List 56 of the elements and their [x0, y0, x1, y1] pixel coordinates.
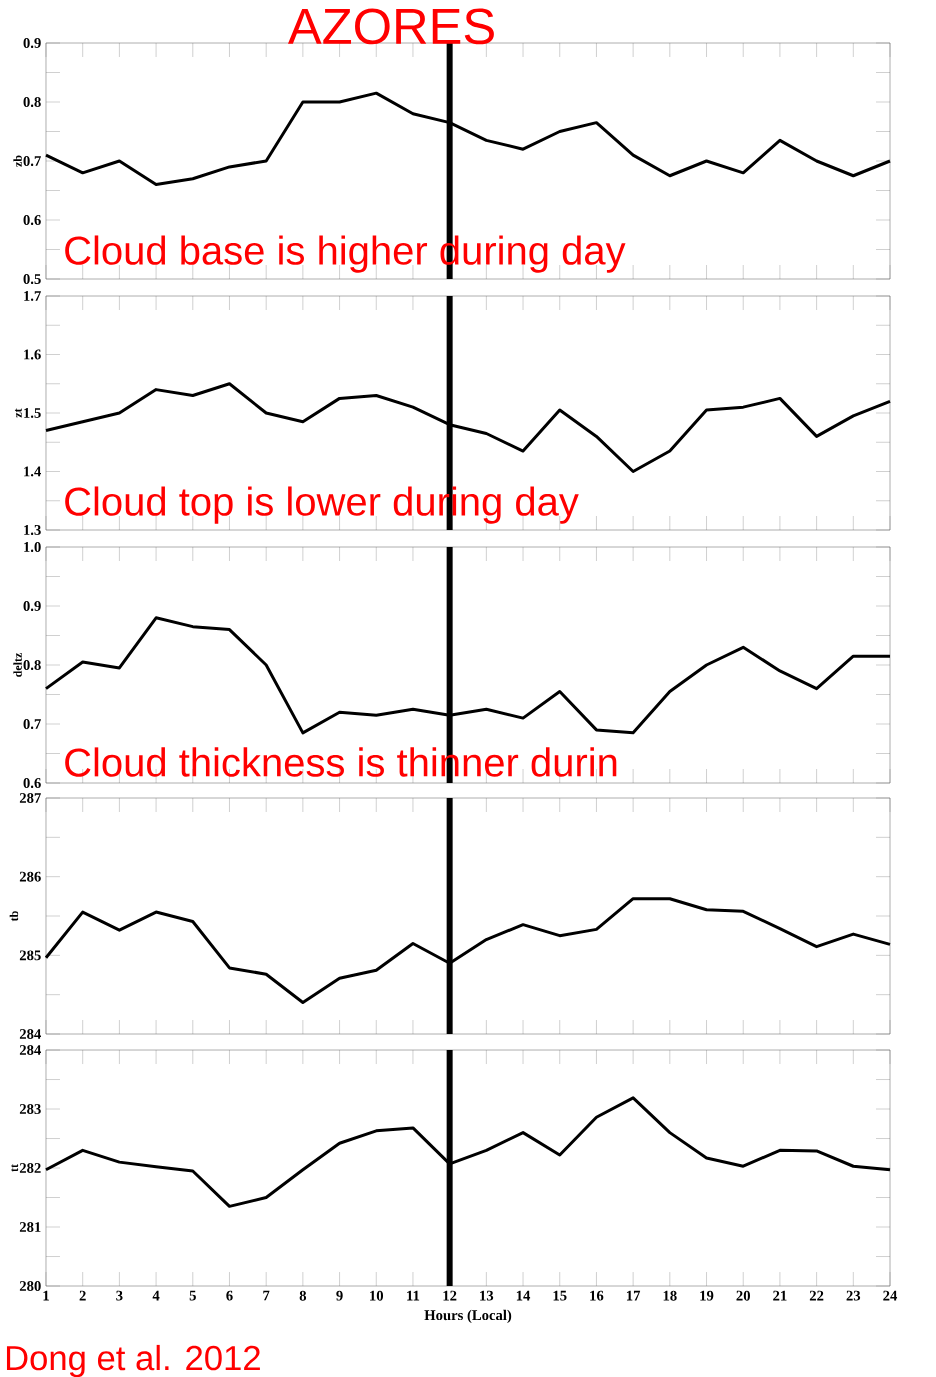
x-axis-title: Hours (Local)	[424, 1309, 512, 1324]
y-tick-label: 0.5	[23, 274, 41, 284]
x-tick-label: 16	[590, 1290, 604, 1301]
x-tick-label: 5	[189, 1290, 196, 1301]
x-tick-label: 14	[516, 1290, 531, 1301]
y-tick-label: 0.7	[23, 719, 41, 729]
y-tick-label: 0.8	[23, 660, 41, 670]
x-tick-label: 12	[443, 1290, 457, 1301]
y-tick-label: 1.6	[24, 349, 41, 360]
y-tick-label: 286	[19, 871, 41, 882]
x-tick-label: 11	[407, 1290, 420, 1301]
y-axis-title: zt	[14, 408, 22, 418]
y-tick-label: 1.5	[24, 408, 41, 418]
y-tick-label: 1.7	[24, 291, 41, 301]
y-tick-label: 284	[19, 1045, 41, 1055]
x-tick-label: 8	[299, 1290, 307, 1301]
x-tick-label: 15	[553, 1290, 567, 1301]
x-tick-label: 17	[626, 1290, 641, 1301]
y-tick-label: 287	[19, 793, 41, 803]
x-tick-label: 7	[263, 1290, 270, 1301]
x-tick-label: 13	[480, 1290, 494, 1301]
y-tick-label: 0.8	[23, 97, 41, 107]
x-tick-label: 2	[79, 1290, 86, 1301]
x-tick-label: 22	[809, 1290, 824, 1301]
x-tick-label: 4	[152, 1290, 160, 1301]
y-axis-title: tt	[11, 1164, 19, 1172]
x-tick-label: 24	[883, 1290, 898, 1301]
y-tick-label: 0.6	[23, 215, 41, 225]
y-tick-label: 284	[19, 1029, 41, 1039]
y-axis-title: deltz	[13, 652, 22, 677]
text: Dong et al. 2012	[6, 1344, 260, 1377]
x-tick-label: 21	[773, 1290, 787, 1301]
y-tick-label: 285	[19, 950, 41, 961]
x-tick-label: 18	[663, 1290, 677, 1301]
y-tick-label: 0.6	[23, 778, 41, 788]
y-tick-label: 0.9	[23, 601, 41, 611]
y-axis-title: zb	[13, 155, 22, 167]
y-tick-label: 1.0	[24, 542, 41, 552]
y-tick-label: 280	[19, 1281, 41, 1291]
y-axis-title: tb	[9, 911, 19, 922]
y-tick-label: 283	[19, 1104, 41, 1114]
y-tick-label: 281	[19, 1222, 41, 1232]
chart-title: AZORES	[287, 8, 494, 45]
y-tick-label: 0.9	[23, 38, 41, 48]
x-tick-label: 1	[43, 1290, 49, 1301]
y-tick-label: 0.7	[23, 156, 41, 166]
x-tick-label: 6	[226, 1290, 233, 1301]
x-tick-label: 23	[846, 1290, 861, 1301]
y-tick-label: 1.3	[24, 525, 41, 535]
x-tick-label: 19	[700, 1290, 714, 1301]
x-tick-label: 3	[116, 1290, 123, 1301]
y-tick-label: 1.4	[24, 466, 41, 477]
y-tick-label: 282	[19, 1163, 41, 1173]
x-tick-label: 9	[336, 1290, 343, 1301]
x-tick-label: 10	[370, 1290, 384, 1301]
x-tick-label: 20	[736, 1290, 750, 1301]
